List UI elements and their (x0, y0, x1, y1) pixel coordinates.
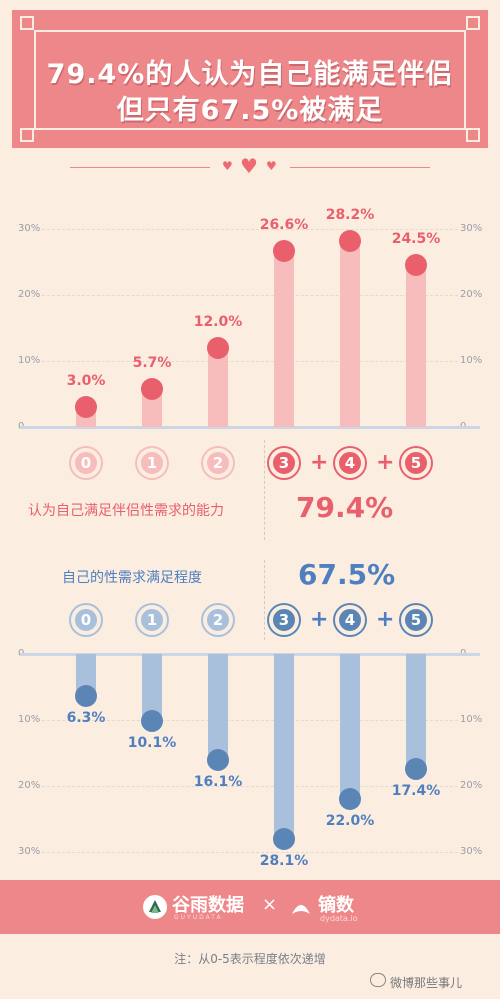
satisfaction-bar (274, 654, 294, 840)
satisfaction-bar (142, 654, 162, 721)
satisfaction-bar-dot (405, 757, 427, 780)
ability-y-tick-label: 20% (460, 289, 483, 300)
ability-data-label: 28.2% (325, 206, 375, 223)
ability-baseline (20, 426, 480, 429)
ability-data-label: 3.0% (66, 373, 106, 390)
title-banner (12, 10, 488, 148)
ability-category-badge: 1 (137, 448, 167, 478)
satisfaction-category-badge: 2 (203, 605, 233, 635)
ability-y-tick-label: 10% (18, 355, 41, 366)
times-sign: × (262, 894, 278, 915)
ability-bar-dot (141, 378, 163, 401)
brand-dydata-sub: dydata.io (320, 914, 358, 923)
banner-corner (466, 16, 480, 30)
satisfaction-y-tick-label: 30% (460, 846, 483, 857)
satisfaction-data-label: 17.4% (391, 782, 441, 799)
wechat-icon (370, 973, 386, 987)
banner-corner (466, 128, 480, 142)
footer-banner: 谷雨数据 GUYUDATA × 镝数 dydata.io (0, 880, 500, 934)
satisfaction-gridline (42, 720, 458, 722)
ability-data-label: 24.5% (391, 231, 441, 248)
ability-bar-dot (273, 240, 295, 263)
satisfaction-y-tick-label: 10% (18, 714, 41, 725)
brand-guyu: 谷雨数据 (172, 895, 244, 916)
satisfaction-category-badge: 1 (137, 605, 167, 635)
satisfaction-plus-sign: + (376, 607, 395, 632)
satisfaction-y-tick-label: 10% (460, 714, 483, 725)
satisfaction-bar-dot (141, 709, 163, 732)
ability-category-badge: 3 (269, 448, 299, 478)
watermark: 微博那些事儿 (390, 976, 463, 990)
caption-satisfaction: 自己的性需求满足程度 (62, 570, 202, 586)
ability-y-tick-label: 10% (460, 355, 483, 366)
satisfaction-baseline (20, 653, 480, 656)
heart-icon: ♥ (240, 154, 258, 178)
ability-data-label: 5.7% (132, 355, 172, 372)
page-title-line1: 79.4%的人认为自己能满足伴侣 (46, 59, 454, 90)
satisfaction-category-badge: 4 (335, 605, 365, 635)
satisfaction-data-label: 22.0% (325, 813, 375, 830)
ability-bar (406, 265, 426, 427)
satisfaction-bar-dot (75, 684, 97, 707)
ability-bar-dot (75, 396, 97, 419)
ability-bar (340, 240, 360, 427)
group-separator (264, 560, 265, 640)
banner-corner (20, 128, 34, 142)
heart-icon: ♥ (266, 159, 277, 173)
ability-category-badge: 0 (71, 448, 101, 478)
ability-y-tick-label: 30% (460, 223, 483, 234)
ability-bar (208, 347, 228, 427)
brand-dydata: 镝数 (318, 895, 354, 916)
caption-ability: 认为自己满足伴侣性需求的能力 (28, 503, 224, 519)
total-ability: 79.4% (296, 491, 394, 524)
ability-gridline (42, 295, 458, 297)
brand-guyu-sub: GUYUDATA (174, 914, 223, 921)
banner-frame (34, 30, 466, 130)
ability-category-badge: 2 (203, 448, 233, 478)
ability-data-label: 12.0% (193, 313, 243, 330)
ability-category-badge: 4 (335, 448, 365, 478)
divider-left (70, 167, 210, 168)
satisfaction-data-label: 16.1% (193, 774, 243, 791)
satisfaction-y-tick-label: 20% (460, 780, 483, 791)
guyu-logo-icon (143, 895, 167, 919)
ability-category-badge: 5 (401, 448, 431, 478)
satisfaction-data-label: 6.3% (66, 709, 106, 726)
satisfaction-bar-dot (273, 828, 295, 851)
satisfaction-bar (208, 654, 228, 761)
satisfaction-data-label: 10.1% (127, 734, 177, 751)
satisfaction-category-badge: 5 (401, 605, 431, 635)
satisfaction-bar-dot (339, 788, 361, 811)
ability-plus-sign: + (376, 450, 395, 475)
satisfaction-gridline (42, 786, 458, 788)
satisfaction-y-tick-label: 30% (18, 846, 41, 857)
page-title-line2: 但只有67.5%被满足 (116, 95, 384, 126)
total-satisfaction: 67.5% (298, 558, 396, 591)
satisfaction-data-label: 28.1% (259, 853, 309, 870)
satisfaction-plus-sign: + (310, 607, 329, 632)
satisfaction-bar (406, 654, 426, 769)
ability-bar-dot (405, 254, 427, 277)
satisfaction-bar (340, 654, 360, 800)
banner-corner (20, 16, 34, 30)
ability-gridline (42, 229, 458, 231)
ability-plus-sign: + (310, 450, 329, 475)
ability-gridline (42, 361, 458, 363)
satisfaction-gridline (42, 852, 458, 854)
ability-bar-dot (339, 229, 361, 252)
satisfaction-category-badge: 3 (269, 605, 299, 635)
satisfaction-y-tick-label: 20% (18, 780, 41, 791)
group-separator (264, 440, 265, 540)
dydata-logo-icon (292, 905, 310, 914)
ability-y-tick-label: 30% (18, 223, 41, 234)
ability-y-tick-label: 20% (18, 289, 41, 300)
divider-right (290, 167, 430, 168)
ability-data-label: 26.6% (259, 217, 309, 234)
ability-bar-dot (207, 336, 229, 359)
ability-bar (274, 251, 294, 427)
satisfaction-bar-dot (207, 749, 229, 772)
satisfaction-category-badge: 0 (71, 605, 101, 635)
heart-icon: ♥ (222, 159, 233, 173)
footnote: 注：从0-5表示程度依次递增 (174, 952, 326, 966)
